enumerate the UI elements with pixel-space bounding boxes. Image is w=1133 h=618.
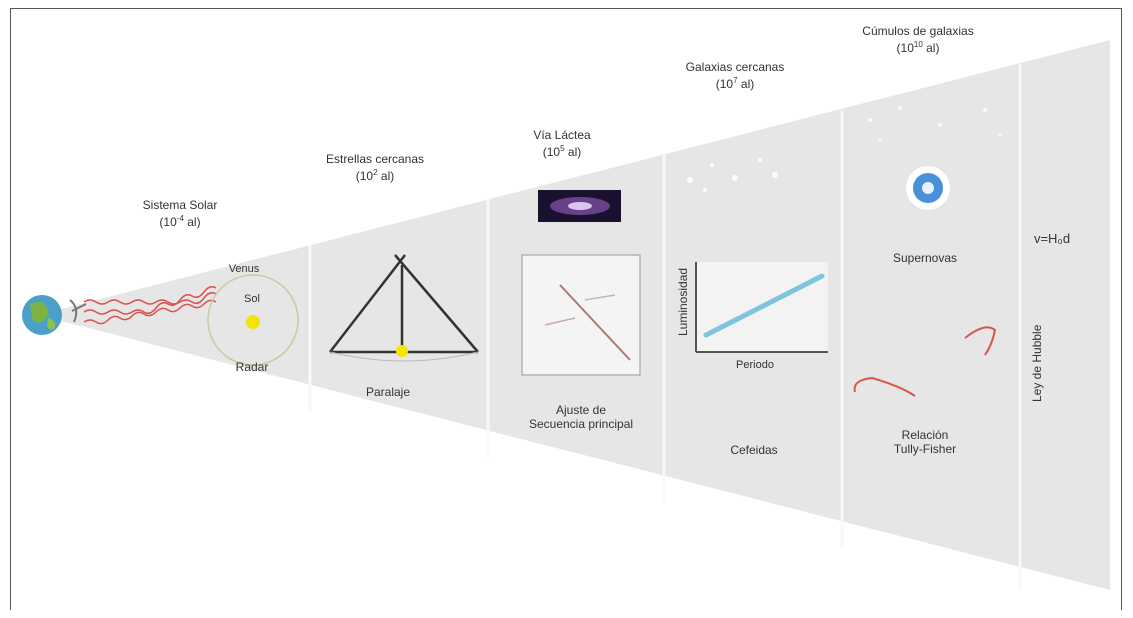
cepheid-plot — [695, 262, 828, 353]
main-sequence-fitting-label: Ajuste de Secuencia principal — [528, 403, 634, 431]
sun-icon — [246, 315, 260, 329]
period-axis-label: Periodo — [736, 359, 774, 371]
radar-dish-icon — [69, 299, 87, 323]
figure-frame — [10, 8, 1122, 610]
cepheids-label: Cefeidas — [730, 443, 778, 457]
radar-wave — [83, 285, 217, 325]
milky-way-image — [538, 190, 621, 222]
radar-label: Radar — [235, 360, 269, 374]
region-dividers — [308, 64, 1022, 590]
region-title-solar-system: Sistema Solar (10-4 al) — [142, 198, 218, 229]
nearby-galaxies-image — [687, 158, 778, 192]
cepheid-line — [703, 273, 825, 338]
tully-fisher-curves — [853, 326, 997, 397]
region-title-nearby-stars: Estrellas cercanas (102 al) — [325, 152, 425, 183]
galaxy-cluster-image — [868, 106, 1002, 142]
luminosity-axis-label: Luminosidad — [676, 267, 690, 336]
supernovae-label: Supernovas — [892, 251, 958, 265]
supernova-icon — [906, 166, 950, 210]
hubble-law-label: Ley de Hubble — [1030, 324, 1044, 402]
parallax-sun — [396, 345, 408, 357]
parallax-label: Paralaje — [365, 385, 411, 399]
region-title-milky-way: Vía Láctea (105 al) — [533, 128, 591, 159]
region-title-galaxy-clusters: Cúmulos de galaxias (1010 al) — [862, 24, 974, 55]
tully-fisher-label: Relación Tully-Fisher — [893, 428, 957, 456]
venus-orbit — [207, 274, 299, 366]
hr-diagram — [521, 254, 641, 376]
venus-label: Venus — [228, 263, 260, 275]
hubble-formula: v=H₀d — [1033, 231, 1071, 246]
earth-icon — [22, 295, 62, 335]
sun-label: Sol — [244, 293, 260, 305]
region-title-nearby-galaxies: Galaxias cercanas (107 al) — [685, 60, 785, 91]
parallax-arc — [329, 351, 479, 362]
